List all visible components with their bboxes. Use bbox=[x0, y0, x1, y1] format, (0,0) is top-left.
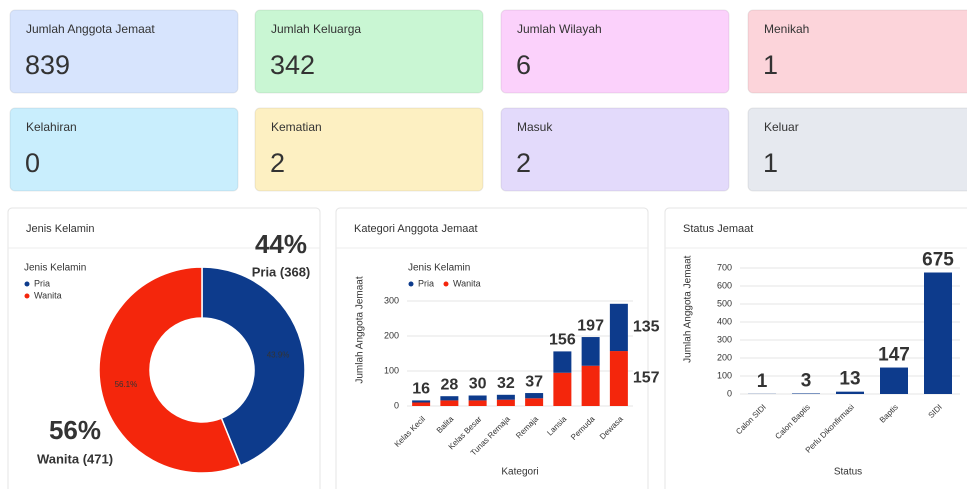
card-value: 1 bbox=[763, 148, 778, 178]
total-label: 30 bbox=[469, 376, 487, 393]
bar bbox=[924, 272, 952, 394]
chart-panel bbox=[664, 207, 967, 489]
stat-card bbox=[254, 107, 484, 192]
stat-card bbox=[9, 107, 239, 192]
legend-label: Wanita bbox=[34, 290, 62, 300]
y-tick-label: 200 bbox=[384, 330, 399, 340]
y-tick-label: 300 bbox=[384, 295, 399, 305]
panel-title: Jenis Kelamin bbox=[26, 223, 94, 235]
annotation: Pria (368) bbox=[252, 264, 311, 279]
y-tick-label: 700 bbox=[717, 262, 732, 272]
legend-title: Jenis Kelamin bbox=[408, 263, 470, 274]
card-value: 6 bbox=[516, 50, 531, 80]
stat-card bbox=[747, 9, 967, 94]
card-label: Keluar bbox=[764, 120, 799, 134]
card-value: 1 bbox=[763, 50, 778, 80]
stat-card bbox=[254, 9, 484, 94]
donut-slice bbox=[201, 266, 306, 467]
y-tick-label: 0 bbox=[394, 400, 399, 410]
legend-label: Pria bbox=[34, 278, 50, 288]
bar-segment bbox=[525, 393, 544, 399]
bar-segment bbox=[496, 394, 515, 400]
bar-segment bbox=[525, 398, 544, 406]
stat-card bbox=[500, 107, 730, 192]
bar-segment bbox=[440, 400, 459, 406]
card-value: 839 bbox=[25, 50, 70, 80]
annotation: 44% bbox=[255, 229, 307, 259]
card-label: Jumlah Keluarga bbox=[271, 22, 361, 36]
card-label: Jumlah Wilayah bbox=[517, 22, 602, 36]
bar-segment bbox=[412, 402, 431, 406]
legend-dot bbox=[408, 281, 414, 287]
value-label: 675 bbox=[922, 250, 954, 271]
stat-card bbox=[747, 107, 967, 192]
donut-slice bbox=[98, 266, 242, 474]
y-tick-label: 500 bbox=[717, 298, 732, 308]
annotation: 56% bbox=[49, 415, 101, 445]
stat-card bbox=[9, 9, 239, 94]
panel-title: Status Jemaat bbox=[683, 223, 753, 235]
bar-segment bbox=[609, 351, 628, 406]
card-value: 2 bbox=[270, 148, 285, 178]
total-label: 28 bbox=[440, 376, 458, 393]
bar-segment bbox=[609, 303, 628, 352]
bar-segment bbox=[412, 400, 431, 403]
value-label: 147 bbox=[878, 345, 910, 366]
bar bbox=[792, 393, 820, 394]
total-label: 32 bbox=[497, 375, 515, 392]
total-label: 197 bbox=[577, 317, 604, 334]
y-tick-label: 200 bbox=[717, 352, 732, 362]
bar-segment bbox=[553, 351, 572, 373]
y-axis-label: Jumlah Anggota Jemaat bbox=[355, 276, 366, 384]
bar-segment bbox=[496, 399, 515, 406]
chart-panel bbox=[335, 207, 649, 489]
bar bbox=[880, 367, 908, 394]
segment-label: 157 bbox=[633, 370, 660, 387]
card-label: Masuk bbox=[517, 120, 553, 134]
y-tick-label: 600 bbox=[717, 280, 732, 290]
legend-dot bbox=[443, 281, 449, 287]
bar-segment bbox=[440, 396, 459, 401]
y-tick-label: 400 bbox=[717, 316, 732, 326]
value-label: 13 bbox=[839, 369, 860, 390]
slice-label: 56.1% bbox=[115, 380, 138, 389]
bar bbox=[836, 391, 864, 394]
value-label: 3 bbox=[801, 370, 812, 391]
y-tick-label: 300 bbox=[717, 334, 732, 344]
bar-segment bbox=[553, 372, 572, 406]
card-value: 0 bbox=[25, 148, 40, 178]
y-axis-label: Jumlah Anggota Jemaat bbox=[683, 255, 694, 363]
y-tick-label: 100 bbox=[384, 365, 399, 375]
y-tick-label: 0 bbox=[727, 388, 732, 398]
y-tick-label: 100 bbox=[717, 370, 732, 380]
segment-label: 135 bbox=[633, 319, 660, 336]
card-label: Jumlah Anggota Jemaat bbox=[26, 22, 155, 36]
card-value: 2 bbox=[516, 148, 531, 178]
bar-segment bbox=[468, 395, 487, 401]
annotation: Wanita (471) bbox=[37, 451, 113, 466]
legend-label: Wanita bbox=[453, 278, 481, 288]
total-label: 156 bbox=[549, 332, 576, 349]
stat-card bbox=[500, 9, 730, 94]
card-label: Kematian bbox=[271, 120, 322, 134]
slice-label: 43.9% bbox=[267, 350, 290, 359]
legend-dot bbox=[24, 293, 30, 299]
legend-dot bbox=[24, 281, 30, 287]
total-label: 37 bbox=[525, 373, 543, 390]
card-label: Menikah bbox=[764, 22, 809, 36]
bar-segment bbox=[581, 365, 600, 406]
bar-segment bbox=[468, 400, 487, 406]
x-axis-label: Status bbox=[834, 467, 862, 478]
panel-title: Kategori Anggota Jemaat bbox=[354, 223, 478, 235]
legend-label: Pria bbox=[418, 278, 434, 288]
x-axis-label: Kategori bbox=[501, 467, 538, 478]
card-label: Kelahiran bbox=[26, 120, 77, 134]
total-label: 16 bbox=[412, 381, 430, 398]
bar-segment bbox=[581, 337, 600, 366]
legend-title: Jenis Kelamin bbox=[24, 263, 86, 274]
value-label: 1 bbox=[757, 371, 768, 392]
card-value: 342 bbox=[270, 50, 315, 80]
